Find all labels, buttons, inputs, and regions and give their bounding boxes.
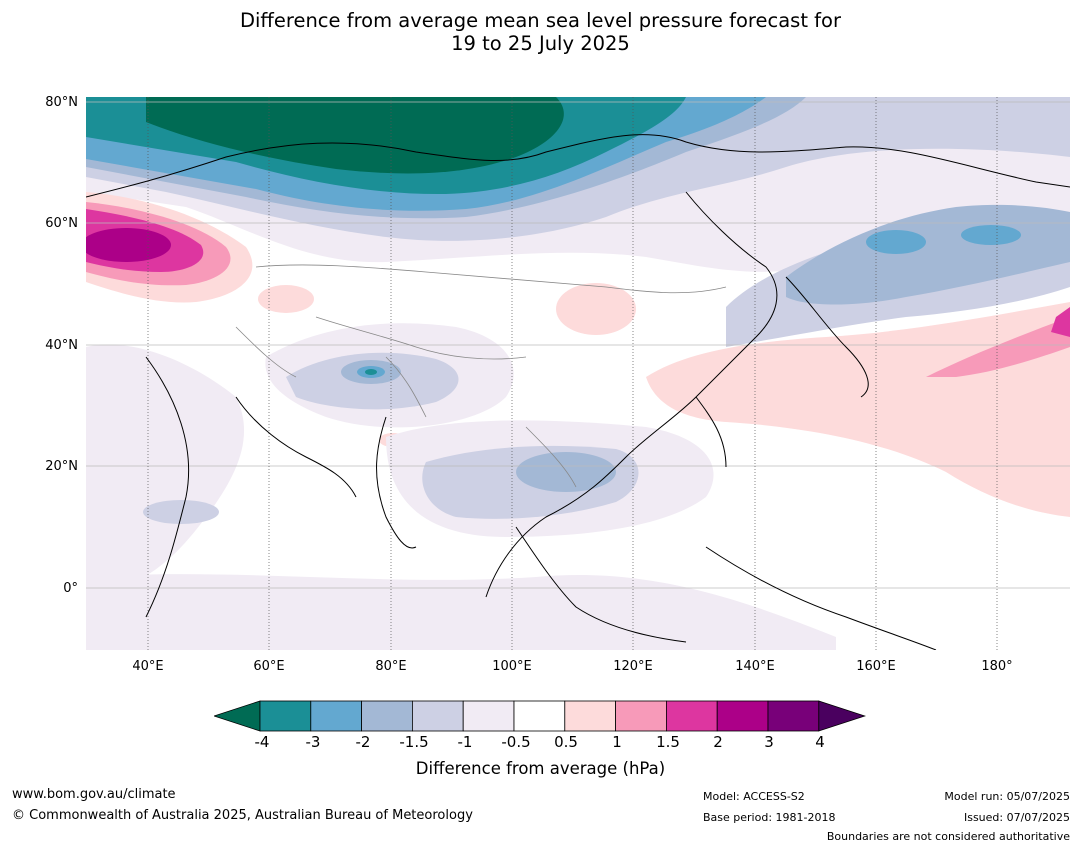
- colorbar-tick: 2: [713, 733, 723, 751]
- colorbar-cell: [310, 700, 363, 732]
- anomaly-contour-africa-05: [86, 344, 245, 597]
- colorbar-tick: -3: [305, 733, 321, 751]
- anomaly-contour-tibet-3: [365, 369, 377, 375]
- colorbar-cell: [361, 700, 413, 732]
- lon-label-180: 180°: [981, 659, 1013, 674]
- colorbar-tick: 1: [612, 733, 622, 751]
- colorbar-cell: [665, 700, 718, 732]
- graticule: [86, 101, 1070, 589]
- footer-disclaimer: Boundaries are not considered authoritat…: [826, 830, 1070, 843]
- anomaly-contour-africa-1: [143, 500, 219, 524]
- colorbar-extend-min: [214, 700, 261, 732]
- colorbar-cell: [716, 700, 769, 732]
- meridians: [147, 97, 998, 650]
- map-title-line1: Difference from average mean sea level p…: [240, 9, 841, 32]
- lon-label-120e: 120°E: [613, 659, 653, 674]
- colorbar-extend-max: [818, 700, 866, 732]
- lat-label-60n: 60°N: [45, 216, 78, 231]
- lat-label-40n: 40°N: [45, 338, 78, 353]
- colorbar-tick: -2: [355, 733, 371, 751]
- colorbar-tick: -1.5: [399, 733, 429, 751]
- lon-label-160e: 160°E: [856, 659, 896, 674]
- lat-label-0: 0°: [63, 581, 78, 596]
- anomaly-contour-ne-asia-2a: [866, 230, 926, 254]
- colorbar-title: Difference from average (hPa): [415, 759, 666, 778]
- anomaly-contour-neg-4: [146, 97, 564, 174]
- lon-label-140e: 140°E: [735, 659, 775, 674]
- lon-label-40e: 40°E: [132, 659, 164, 674]
- footer-copyright: © Commonwealth of Australia 2025, Austra…: [12, 808, 473, 823]
- colorbar-cell: [513, 700, 566, 732]
- colorbar-tick: -4: [254, 733, 270, 751]
- lon-label-100e: 100°E: [492, 659, 532, 674]
- colorbar-tick: 3: [764, 733, 774, 751]
- anomaly-contour-pacific-1: [926, 317, 1070, 377]
- colorbar-cell: [259, 700, 312, 732]
- colorbar-cell: [462, 700, 515, 732]
- map-svg: [86, 97, 1070, 650]
- colorbar-cell: [411, 700, 464, 732]
- lat-label-80n: 80°N: [45, 95, 78, 110]
- colorbar-cell: [564, 700, 616, 732]
- anomaly-contour-pacific-15: [1051, 307, 1070, 337]
- map-title: Difference from average mean sea level p…: [0, 9, 1081, 55]
- colorbar-cell: [615, 700, 667, 732]
- colorbar-tick: -1: [457, 733, 473, 751]
- anomaly-contour-west-2: [86, 228, 171, 262]
- footer-issued: Issued: 07/07/2025: [963, 811, 1070, 824]
- colorbar-tick: 4: [815, 733, 825, 751]
- map-title-line2: 19 to 25 July 2025: [451, 32, 630, 55]
- colorbar-tick: 1.5: [656, 733, 680, 751]
- lat-label-20n: 20°N: [45, 459, 78, 474]
- colorbar-tick: 0.5: [554, 733, 578, 751]
- pressure-anomaly-map: [86, 97, 1070, 650]
- anomaly-contour-indian-ocean-05: [86, 574, 836, 650]
- footer-model: Model: ACCESS-S2: [703, 790, 805, 803]
- footer-url[interactable]: www.bom.gov.au/climate: [12, 787, 176, 802]
- country-borders: [235, 264, 727, 488]
- anomaly-contour-bay-15: [431, 462, 501, 502]
- coastlines: [86, 134, 1070, 650]
- anomaly-contour-sea-15: [516, 452, 616, 492]
- anomaly-contour-ne-asia-2b: [961, 225, 1021, 245]
- footer-base-period: Base period: 1981-2018: [703, 811, 836, 824]
- footer-model-run: Model run: 05/07/2025: [944, 790, 1070, 803]
- anomaly-contour-pacific-05: [646, 302, 1070, 517]
- anomaly-contour-central-asia-pos: [556, 283, 636, 335]
- lon-label-60e: 60°E: [253, 659, 285, 674]
- colorbar-tick: -0.5: [501, 733, 531, 751]
- colorbar-cell: [767, 700, 820, 732]
- lon-label-80e: 80°E: [375, 659, 407, 674]
- colorbar: [214, 700, 866, 732]
- anomaly-contour-kazakh-pos: [258, 285, 314, 313]
